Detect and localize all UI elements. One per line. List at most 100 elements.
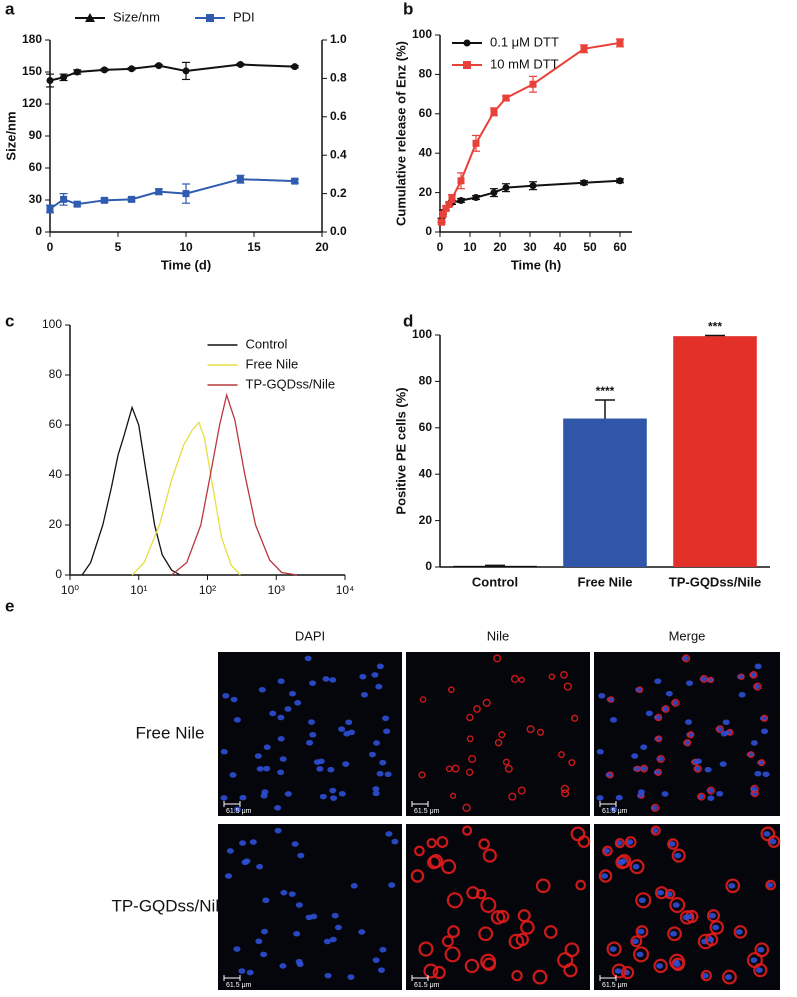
nucleus [338, 726, 346, 732]
y-tick-label: 60 [419, 420, 433, 434]
x-tick-label: 20 [493, 240, 507, 254]
nucleus [274, 804, 282, 811]
nucleus [342, 761, 350, 767]
nucleus [645, 710, 653, 717]
nile-signal [510, 674, 520, 683]
y-tick-label: 40 [419, 145, 433, 159]
marker [472, 194, 480, 202]
nucleus [294, 700, 302, 706]
marker [457, 196, 465, 204]
nucleus [284, 791, 292, 797]
nile-signal [694, 764, 702, 773]
nucleus [750, 740, 758, 746]
marker [445, 200, 453, 208]
y-tick-label: 0 [425, 224, 432, 238]
column-label: Merge [669, 628, 706, 643]
nile-signal [570, 714, 579, 722]
y-tick-label: 60 [419, 106, 433, 120]
nucleus [694, 758, 702, 765]
nucleus [293, 930, 301, 937]
nile-signal [563, 682, 572, 691]
nucleus [289, 690, 297, 697]
nile-signal [709, 920, 725, 935]
nucleus [306, 739, 314, 746]
nile-signal [630, 935, 643, 948]
nucleus [728, 883, 736, 889]
marker [448, 195, 456, 203]
y-tick-label: 100 [412, 327, 432, 341]
nucleus [277, 769, 285, 776]
y2-tick-label: 1.0 [330, 32, 347, 46]
marker [46, 205, 54, 213]
nucleus [712, 924, 720, 931]
nucleus [359, 673, 367, 680]
nucleus [707, 795, 715, 801]
marker [502, 184, 510, 192]
nucleus [308, 719, 316, 725]
nile-signal [738, 673, 745, 680]
nile-signal [494, 738, 503, 747]
nile-signal [436, 836, 449, 848]
marker [457, 177, 465, 185]
nile-signal [418, 941, 434, 957]
y-tick-label: 0 [35, 224, 42, 238]
nile-signal [498, 731, 506, 739]
nucleus [638, 897, 646, 904]
nile-signal [561, 789, 570, 798]
scale-bar-label: 61.5 μm [414, 982, 440, 989]
significance-label: **** [596, 384, 615, 398]
nile-signal [683, 738, 692, 747]
nucleus [329, 677, 337, 683]
nucleus [288, 891, 296, 897]
nucleus [626, 839, 634, 845]
nile-signal [650, 825, 661, 836]
nucleus [284, 706, 292, 712]
nile-signal [614, 837, 625, 849]
nile-signal [490, 910, 506, 925]
nile-signal [419, 696, 427, 703]
legend-label: 10 mM DTT [490, 56, 559, 71]
bar [563, 418, 647, 567]
micrograph: 61.5 μm [218, 824, 402, 990]
nucleus [258, 686, 266, 693]
nile-signal [462, 803, 471, 812]
nucleus [343, 730, 351, 737]
micrograph: 61.5 μm [406, 652, 590, 816]
nucleus [280, 889, 288, 896]
nile-signal [654, 768, 663, 777]
x-tick-label: 20 [315, 240, 329, 254]
nucleus [277, 714, 285, 721]
marker [472, 139, 480, 147]
nile-signal [667, 838, 679, 850]
x-tick-label: 10 [179, 240, 193, 254]
nile-signal [629, 859, 645, 875]
nile-signal [661, 705, 670, 713]
nile-signal [758, 759, 766, 767]
nucleus [602, 848, 610, 854]
nile-signal [535, 878, 551, 894]
panel-letter: d [403, 311, 413, 330]
nucleus [769, 838, 777, 845]
panel-letter: e [5, 596, 14, 615]
nile-signal [536, 728, 545, 736]
nucleus [665, 690, 673, 697]
nile-signal [478, 926, 494, 942]
y-tick-label: 80 [419, 374, 433, 388]
nucleus [230, 696, 238, 703]
x-axis-label: Time (d) [161, 257, 211, 272]
marker [236, 61, 244, 69]
nucleus [377, 967, 385, 973]
x-tick-label: 0 [47, 240, 54, 254]
x-tick-label: 10¹ [130, 583, 147, 597]
nile-signal [557, 751, 565, 759]
nucleus [262, 897, 270, 904]
nucleus [358, 929, 366, 935]
nile-signal [427, 855, 441, 870]
nucleus [263, 744, 271, 751]
nile-signal [753, 682, 762, 691]
x-tick-label: 15 [247, 240, 261, 254]
nucleus [766, 882, 774, 888]
y-tick-label: 20 [49, 517, 63, 531]
nile-signal [679, 910, 695, 925]
